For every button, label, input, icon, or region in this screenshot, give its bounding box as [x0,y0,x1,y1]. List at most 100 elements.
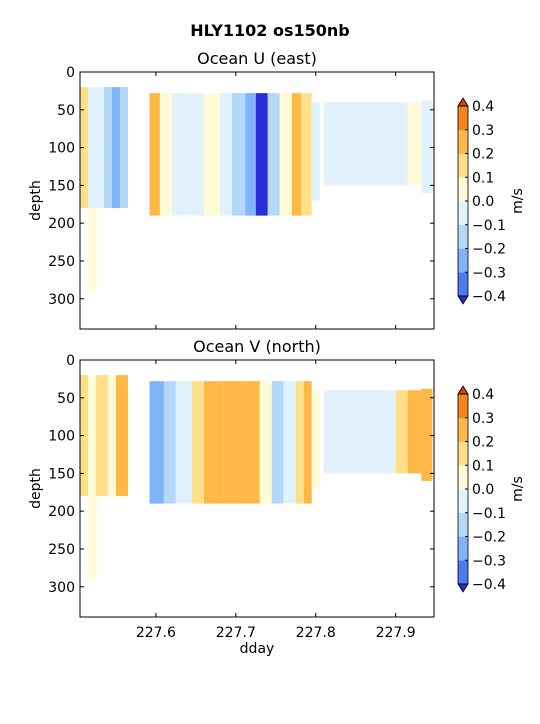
data-cell [323,102,348,186]
data-cells [80,375,433,580]
y-tick-label: 0 [66,65,75,81]
colorbar-band [458,441,468,466]
colorbar-tick-label: 0.3 [472,411,494,427]
colorbar-over-arrow [457,385,469,395]
y-tick-label: 150 [48,466,75,482]
colorbar-tick-label: 0.2 [472,147,494,163]
colorbar-tick-label: 0.2 [472,435,494,451]
figure-suptitle: HLY1102 os150nb [190,21,350,40]
data-cell [255,93,268,216]
data-cell [88,496,97,580]
y-tick-label: 0 [66,353,75,369]
data-cell [407,390,422,474]
y-tick-label: 150 [48,178,75,194]
colorbar-label: m/s [510,188,526,214]
colorbar-under-arrow [457,583,469,593]
data-cell [371,390,396,474]
colorbar-band [458,177,468,202]
data-cell [107,375,116,497]
x-axis-label: dday [240,641,275,657]
colorbar-band [458,153,468,178]
y-tick-label: 300 [48,292,75,308]
data-cell [87,375,96,497]
y-tick-label: 50 [57,391,75,407]
colorbar-band [458,512,468,537]
colorbar-tick-label: 0.0 [472,482,494,498]
y-tick-label: 300 [48,580,75,596]
data-cell [259,381,272,504]
y-tick-label: 250 [48,254,75,270]
colorbar-band [458,465,468,490]
x-tick-label: 227.9 [376,625,416,641]
data-cell [119,87,128,209]
colorbar-label: m/s [510,476,526,502]
data-cell [271,381,284,504]
axes-frame [79,359,435,618]
data-cell [95,375,108,497]
data-cell [159,93,172,216]
colorbar-tick-label: −0.4 [472,577,506,593]
axes-frame [79,71,435,330]
data-cell [149,381,164,504]
colorbar-tick-label: −0.1 [472,218,506,234]
colorbar-band [458,394,468,419]
colorbar-tick-label: −0.1 [472,506,506,522]
panel-ocean-v: Ocean V (north) 0 50 100 150 200 250 300 227.6 22… [28,337,526,657]
data-cell [219,93,232,216]
data-cell [267,93,280,216]
data-cell [231,93,246,216]
y-tick-label: 100 [48,429,75,445]
colorbar-band [458,106,468,131]
colorbar-tick-label: 0.4 [472,387,494,403]
data-cell [311,390,320,489]
colorbar-band [458,129,468,154]
colorbar-tick-label: −0.4 [472,289,506,305]
data-cell [245,381,260,504]
data-cell [395,390,408,474]
data-cell [301,93,312,216]
colorbar-tick-label: 0.3 [472,123,494,139]
panel-ocean-u: Ocean U (east) 0 50 100 150 200 250 300 depth 0.4… [28,49,526,330]
colorbar-band [458,224,468,249]
data-cell [171,93,188,216]
data-cell [421,388,433,481]
colorbar-band [458,536,468,561]
colorbar-band [458,417,468,442]
colorbar-tick-label: 0.1 [472,170,494,186]
data-cell [283,381,296,504]
data-cell [115,375,128,497]
data-cells [80,87,433,292]
colorbar-band [458,201,468,226]
x-tick-label: 227.8 [296,625,336,641]
data-cell [407,102,422,186]
colorbar-tick-label: 0.0 [472,194,494,210]
data-cell [323,390,348,474]
data-cell [111,87,120,209]
colorbar-under-arrow [457,295,469,305]
y-tick-label: 200 [48,216,75,232]
y-tick-label: 50 [57,103,75,119]
panel-title: Ocean U (east) [197,49,317,68]
data-cell [95,87,104,209]
data-cell [88,208,97,292]
y-tick-label: 100 [48,141,75,157]
y-axis-label: depth [28,180,44,221]
data-cell [291,93,302,216]
data-cell [295,381,304,504]
colorbar-tick-label: −0.3 [472,265,506,281]
data-cell [175,381,192,504]
data-cell [223,381,246,504]
data-cell [347,390,372,474]
data-cell [187,93,204,216]
data-cell [103,87,112,209]
data-cell [303,381,312,504]
data-cell [245,93,256,216]
data-cell [163,381,176,504]
data-cell [203,93,220,216]
y-axis-label: depth [28,468,44,509]
colorbar-band [458,272,468,297]
colorbar-band [458,560,468,585]
data-cell [203,381,224,504]
data-cell [191,381,204,504]
data-cell [87,87,96,209]
